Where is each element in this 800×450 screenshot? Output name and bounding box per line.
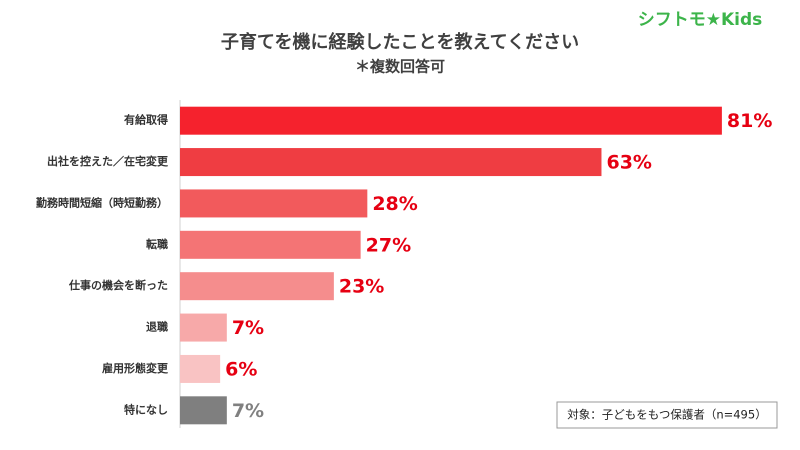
category-label: 転職: [146, 237, 168, 251]
bar: [180, 313, 227, 342]
value-label: 7%: [232, 317, 264, 339]
value-label: 7%: [232, 400, 264, 422]
category-label: 有給取得: [124, 113, 168, 127]
bar: [180, 106, 722, 135]
bar: [180, 272, 334, 301]
note: 対象：子どもをもつ保護者（n=495）: [567, 408, 766, 422]
logo: シフトモ★Kids: [638, 10, 763, 30]
category-label: 出社を控えた／在宅変更: [47, 154, 169, 168]
value-label: 27%: [366, 234, 411, 256]
bar: [180, 148, 602, 177]
value-label: 28%: [372, 193, 417, 215]
value-label: 63%: [606, 152, 651, 174]
value-label: 23%: [339, 276, 384, 298]
note-box: [556, 401, 778, 429]
category-label: 特になし: [124, 402, 168, 416]
chart-title: 子育てを機に経験したことを教えてください: [221, 31, 579, 53]
bar: [180, 230, 361, 259]
category-label: 仕事の機会を断った: [68, 278, 168, 292]
chart-subtitle: ＊複数回答可: [355, 58, 445, 76]
value-label: 81%: [727, 110, 772, 132]
bar: [180, 189, 368, 218]
category-label: 雇用形態変更: [102, 361, 169, 375]
value-label: 6%: [225, 358, 257, 380]
category-label: 勤務時間短縮（時短勤務）: [36, 195, 168, 209]
bar: [180, 396, 227, 425]
category-label: 退職: [146, 320, 168, 334]
bar: [180, 354, 221, 383]
